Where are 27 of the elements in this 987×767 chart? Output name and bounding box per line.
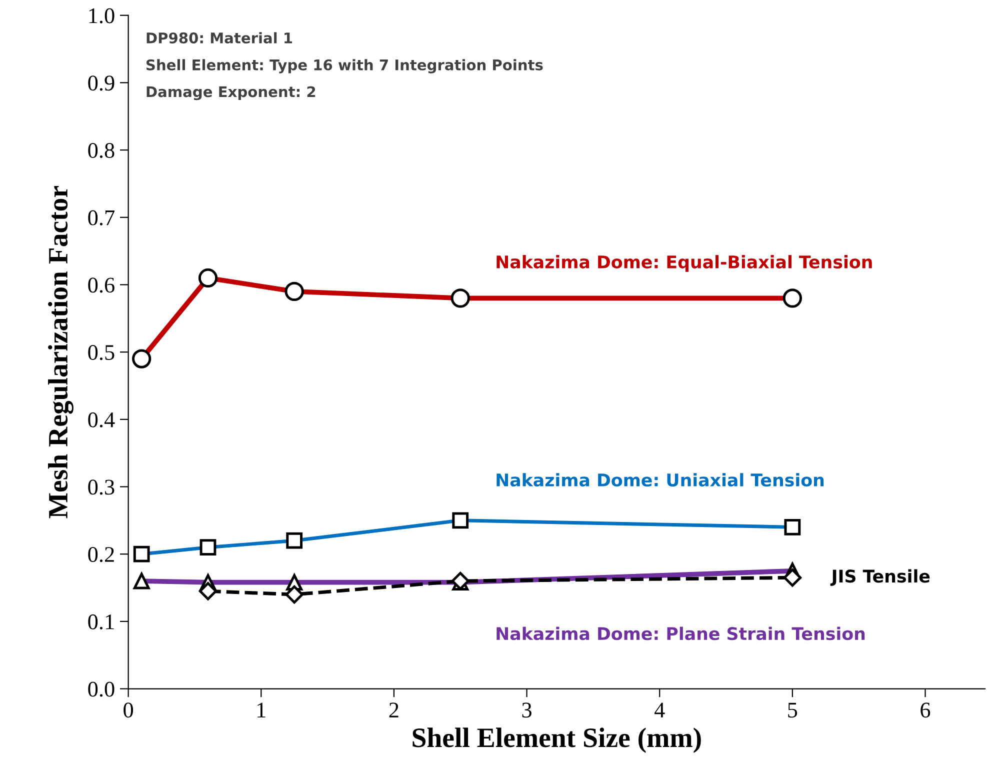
y-tick-label: 1.0 [89, 8, 114, 24]
y-tick-label: 0.3 [88, 480, 114, 495]
series-label: JIS Tensile [830, 569, 930, 586]
y-tick-label: 0.9 [88, 76, 114, 91]
annotation: Damage Exponent: 2 [146, 86, 316, 100]
y-tick-label: 0.5 [88, 344, 114, 360]
annotation: Shell Element: Type 16 with 7 Integration Points [146, 59, 543, 74]
annotation: DP980: Material 1 [146, 32, 292, 44]
x-axis-title: Shell Element Size (mm) [412, 728, 701, 753]
y-tick-label: 0.0 [88, 682, 114, 697]
y-axis-title: Mesh Regularization Factor [48, 186, 74, 518]
x-tick-label: 3 [522, 702, 532, 718]
x-tick-label: 4 [654, 702, 665, 718]
y-tick-label: 0.1 [88, 614, 114, 630]
text: Nakazima Dome: Plane Strain Tension [496, 626, 865, 640]
y-tick-label: 0.4 [88, 412, 115, 428]
y-tick-label: 0.6 [88, 278, 114, 293]
x-tick-label: 0 [124, 702, 134, 718]
x-tick-label: 2 [389, 702, 398, 718]
y-tick-label: 0.2 [88, 547, 114, 562]
y-tick-label: 0.7 [88, 210, 114, 226]
series-label: Nakazima Dome: Uniaxial Tension [496, 473, 824, 487]
x-tick-label: 6 [920, 702, 930, 718]
series-label: Nakazima Dome: Equal-Biaxial Tension [496, 255, 872, 272]
x-tick-label: 5 [788, 702, 798, 718]
y-tick-label: 0.8 [88, 142, 114, 158]
x-tick-label: 1 [258, 702, 266, 718]
